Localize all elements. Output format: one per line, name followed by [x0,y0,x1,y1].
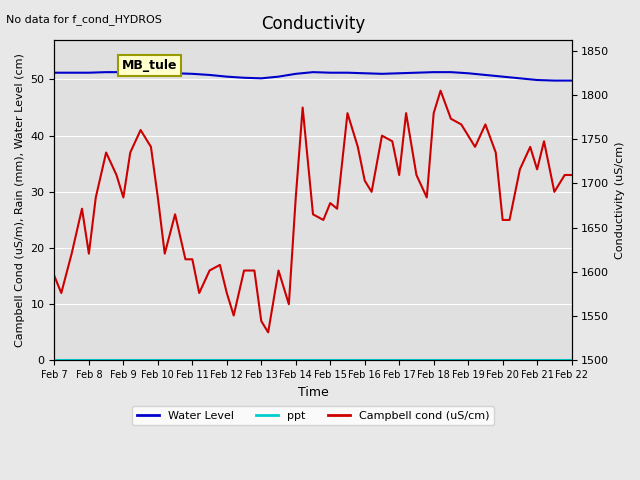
Y-axis label: Conductivity (uS/cm): Conductivity (uS/cm) [615,142,625,259]
Text: No data for f_cond_HYDROS: No data for f_cond_HYDROS [6,14,163,25]
Legend: Water Level, ppt, Campbell cond (uS/cm): Water Level, ppt, Campbell cond (uS/cm) [132,407,494,425]
Y-axis label: Campbell Cond (uS/m), Rain (mm), Water Level (cm): Campbell Cond (uS/m), Rain (mm), Water L… [15,53,25,347]
Title: Conductivity: Conductivity [261,15,365,33]
X-axis label: Time: Time [298,386,328,399]
Text: MB_tule: MB_tule [122,59,177,72]
